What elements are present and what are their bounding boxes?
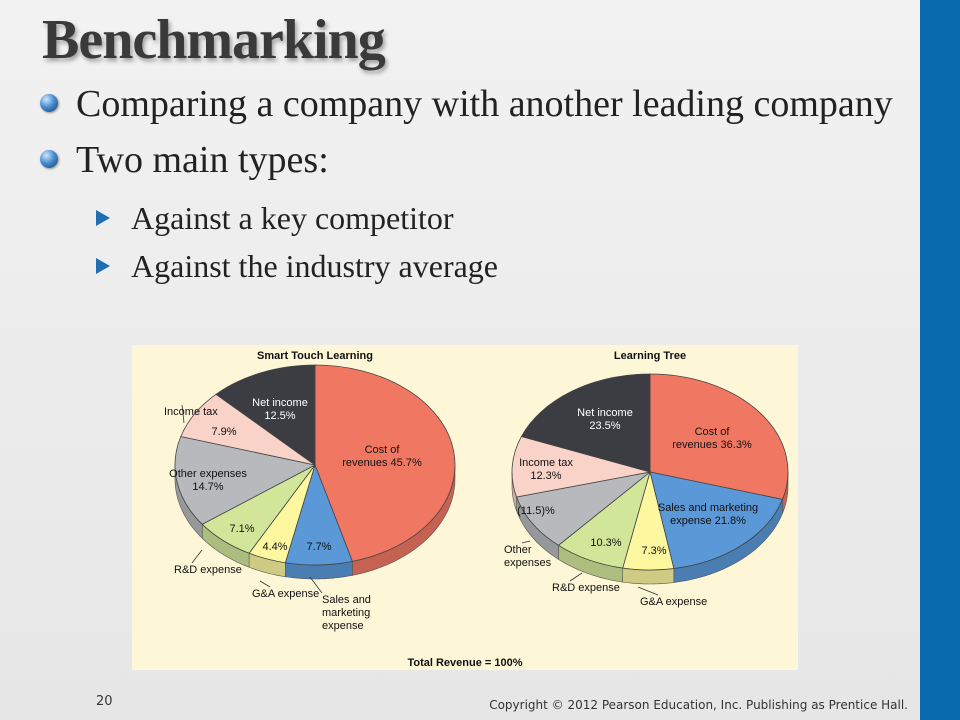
slice-label: 4.4%	[262, 541, 287, 553]
slice-label: Net income 12.5%	[252, 397, 308, 422]
sub-bullet-item: Against a key competitor	[38, 194, 898, 242]
sub-bullet-item: Against the industry average	[38, 242, 898, 290]
slice-callout-label: G&A expense	[640, 596, 707, 608]
bullet-item: Comparing a company with another leading…	[38, 82, 898, 126]
slice-label: Cost of revenues 36.3%	[672, 426, 752, 451]
chart-title: Smart Touch Learning	[257, 350, 373, 362]
slice-callout-label: R&D expense	[174, 564, 242, 576]
slice-label: 7.1%	[229, 523, 254, 535]
slice-label: Other expenses 14.7%	[169, 468, 247, 493]
slice-label: Sales and marketing expense 21.8%	[658, 502, 758, 527]
page-number: 20	[96, 694, 113, 709]
callout-line	[521, 540, 531, 544]
slice-callout-label: Other expenses	[504, 544, 552, 569]
pie-slice	[649, 373, 789, 500]
pie-charts-svg: Smart Touch Learning Learning Tree Total…	[164, 350, 789, 669]
callout-line	[637, 586, 659, 596]
slice-label: (11.5)%	[517, 505, 555, 517]
pie-slice	[649, 471, 784, 569]
bullet-arrow-icon	[96, 210, 110, 226]
chart-footer: Total Revenue = 100%	[407, 657, 522, 669]
slice-label: 7.9%	[211, 426, 236, 438]
pie-slice	[520, 373, 651, 473]
sub-bullet-text: Against a key competitor	[131, 200, 454, 236]
slice-label: 7.7%	[306, 541, 331, 553]
slice-label: Cost of revenues 45.7%	[342, 444, 422, 469]
slice-label: 10.3%	[590, 537, 621, 549]
slice-callout-label: G&A expense	[252, 588, 319, 600]
pie-slice	[314, 364, 456, 562]
callout-line	[191, 549, 203, 564]
pie-slice	[516, 471, 651, 546]
callout-line	[569, 572, 583, 582]
bullet-text: Two main types:	[76, 139, 329, 181]
bullet-list: Comparing a company with another leading…	[38, 82, 898, 290]
pie-slice	[174, 436, 317, 525]
copyright-text: Copyright © 2012 Pearson Education, Inc.…	[489, 698, 908, 712]
slice-label: Income tax 12.3%	[519, 457, 573, 482]
pie-slice	[511, 436, 651, 498]
bullet-item: Two main types:	[38, 138, 898, 182]
pie-slice	[215, 364, 316, 466]
slice-label: 7.3%	[641, 545, 666, 557]
sub-bullet-text: Against the industry average	[131, 248, 498, 284]
slice-label: Net income 23.5%	[577, 407, 633, 432]
pie-slice-side	[622, 567, 675, 585]
accent-sidebar	[920, 0, 960, 720]
bullet-text: Comparing a company with another leading…	[76, 83, 893, 125]
slice-callout-label: Income tax	[164, 406, 218, 418]
slice-callout-label: R&D expense	[552, 582, 620, 594]
callout-line	[181, 404, 185, 424]
bullet-arrow-icon	[96, 258, 110, 274]
callout-line	[259, 580, 271, 588]
slice-callout-label: Sales and marketing expense	[322, 594, 371, 632]
bullet-sphere-icon	[40, 94, 58, 112]
slide-title: Benchmarking	[42, 9, 386, 71]
chart-title: Learning Tree	[614, 350, 686, 362]
bullet-sphere-icon	[40, 150, 58, 168]
pie-charts-figure: Smart Touch Learning Learning Tree Total…	[132, 345, 798, 670]
callout-line	[309, 576, 323, 594]
